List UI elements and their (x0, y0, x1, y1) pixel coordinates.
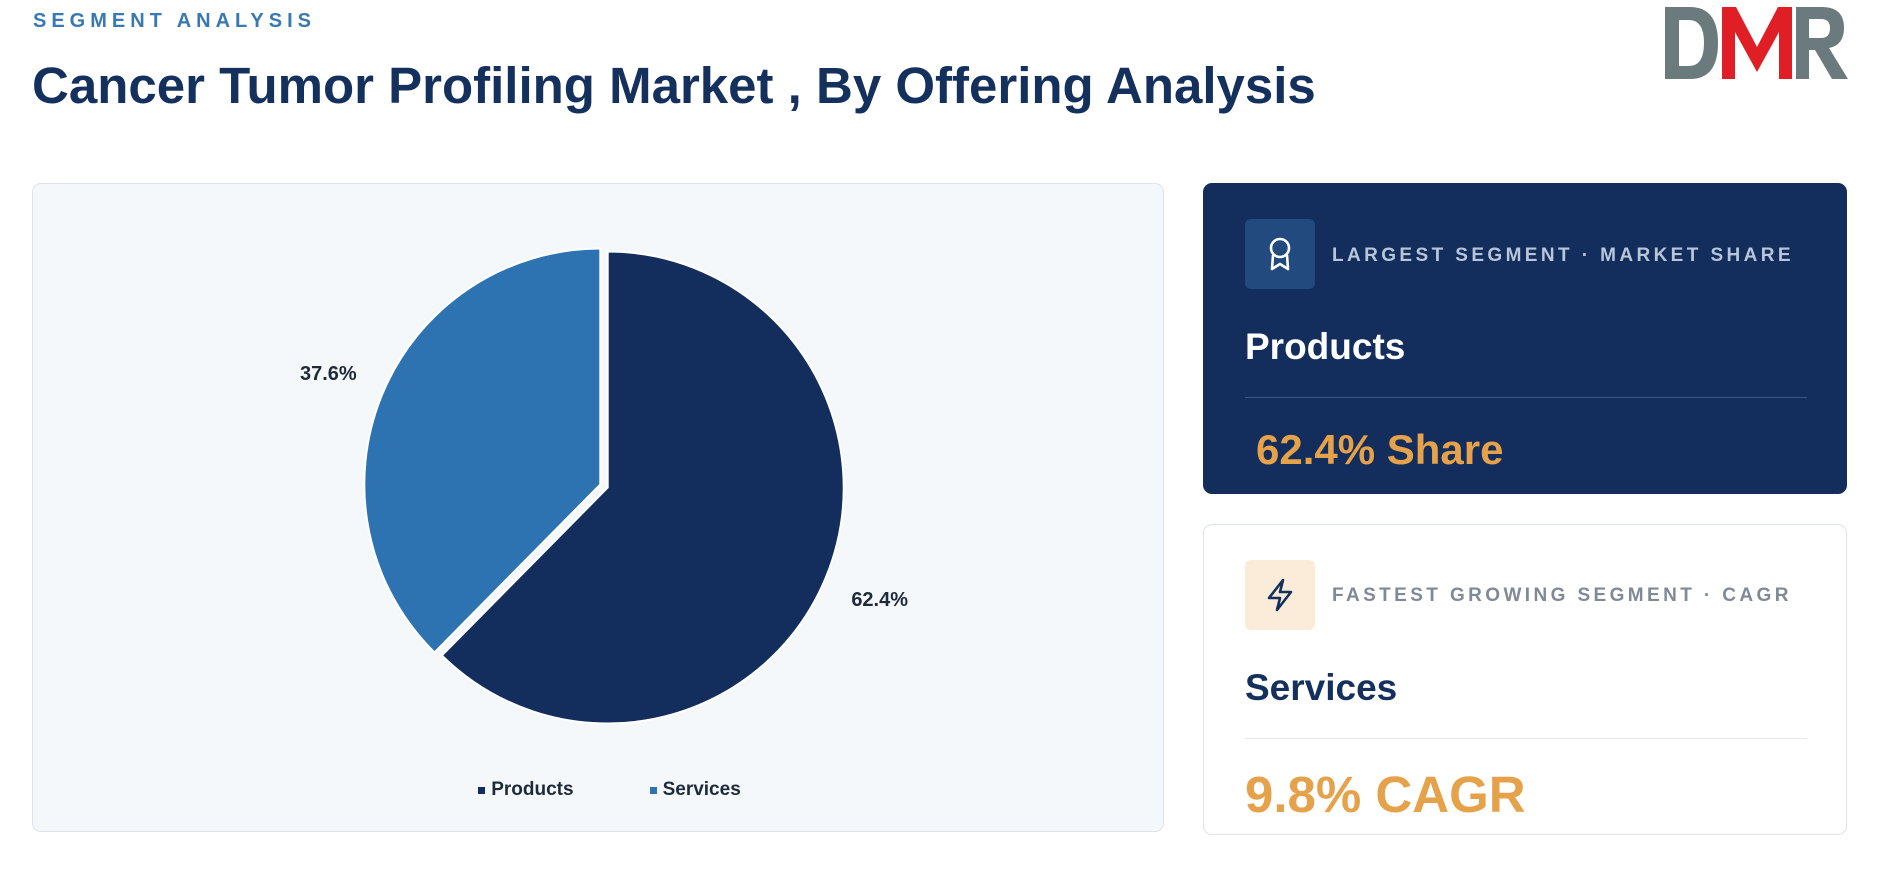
chart-legend: Products Services (33, 779, 1163, 801)
legend-swatch-services (649, 786, 657, 794)
fastest-growing-metric: 9.8% CAGR (1245, 766, 1526, 823)
award-icon (1245, 219, 1315, 289)
section-eyebrow: SEGMENT ANALYSIS (33, 10, 316, 32)
largest-segment-metric: 62.4% Share (1256, 426, 1504, 473)
legend-label-services: Services (662, 779, 741, 800)
fastest-growing-card: FASTEST GROWING SEGMENT · CAGR Services … (1203, 524, 1847, 835)
largest-segment-label: LARGEST SEGMENT · MARKET SHARE (1332, 245, 1794, 266)
dmr-logo (1662, 2, 1850, 89)
chart-panel: 62.4% 37.6% Products Services (32, 183, 1164, 832)
page-title: Cancer Tumor Profiling Market , By Offer… (32, 57, 1316, 114)
legend-item-products[interactable]: Products (478, 779, 574, 801)
legend-label-products: Products (491, 779, 574, 800)
fastest-growing-name: Services (1245, 667, 1398, 708)
legend-item-services[interactable]: Services (649, 779, 741, 801)
pie-slice-services[interactable] (363, 247, 602, 654)
lightning-icon (1245, 560, 1315, 630)
pie-chart: 62.4% 37.6% (300, 247, 908, 725)
card-divider (1245, 738, 1807, 739)
largest-segment-name: Products (1245, 326, 1406, 367)
fastest-growing-label: FASTEST GROWING SEGMENT · CAGR (1332, 585, 1792, 606)
pie-label-products: 62.4% (851, 589, 908, 611)
card-divider (1245, 397, 1807, 398)
pie-slice-products[interactable] (440, 250, 845, 725)
pie-label-services: 37.6% (300, 363, 357, 385)
largest-segment-card: LARGEST SEGMENT · MARKET SHARE Products … (1203, 183, 1847, 494)
legend-swatch-products (478, 786, 486, 794)
